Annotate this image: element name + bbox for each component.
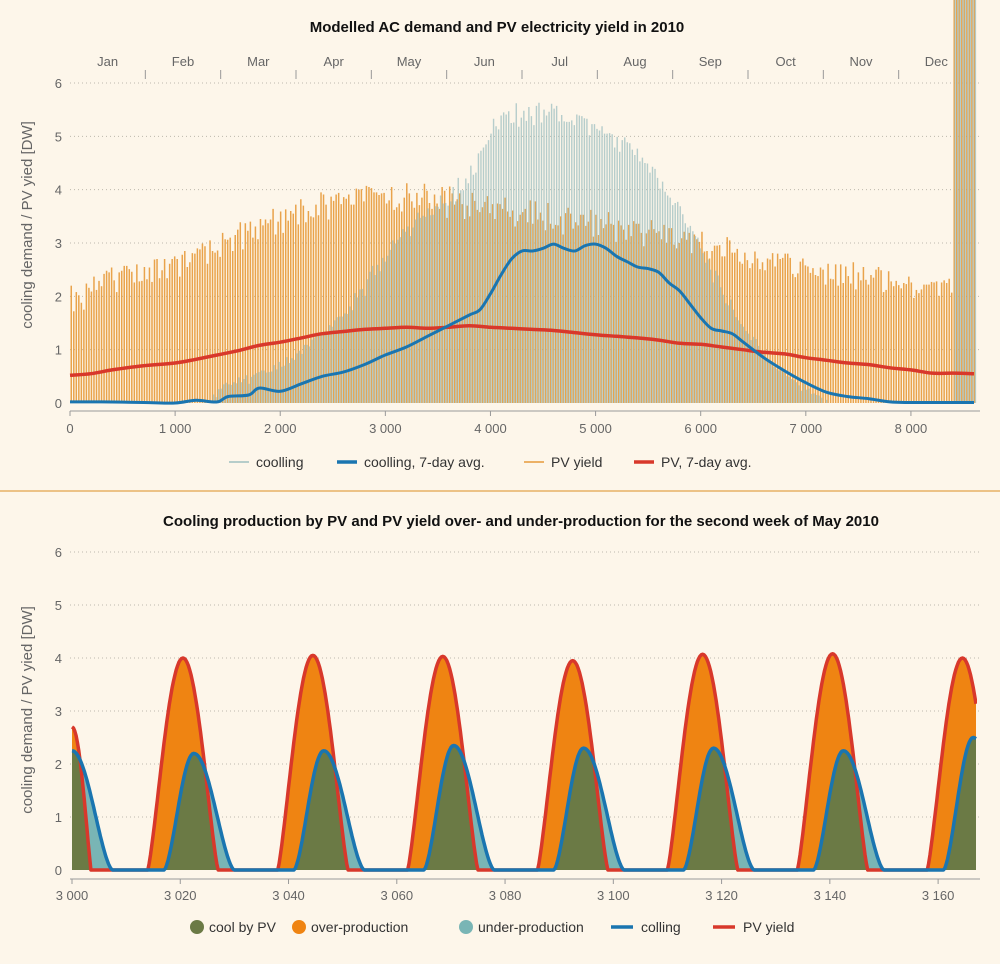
top-x-tick-label: 5 000 (579, 421, 612, 436)
top-pv-avg-line (69, 323, 975, 378)
top-cooling-bars (212, 0, 977, 403)
bottom-x-tick-label: 3 060 (381, 888, 414, 903)
bottom-legend-label: cool by PV (209, 919, 277, 935)
bottom-legend-swatch (292, 920, 306, 934)
bottom-x-tick-label: 3 120 (705, 888, 738, 903)
top-cooling-avg-line (69, 242, 974, 405)
month-label: Jun (474, 54, 495, 69)
bottom-chart-title: Cooling production by PV and PV yield ov… (163, 513, 879, 530)
top-y-tick-label: 6 (55, 76, 62, 91)
bottom-legend-label: over-production (311, 919, 408, 935)
month-label: Mar (247, 54, 270, 69)
top-y-tick-label: 1 (55, 343, 62, 358)
top-x-tick-label: 1 000 (159, 421, 192, 436)
month-label: Nov (849, 54, 873, 69)
top-x-tick-label: 3 000 (369, 421, 402, 436)
bottom-legend-label: colling (641, 919, 681, 935)
bottom-x-tick-label: 3 080 (489, 888, 522, 903)
bottom-x-tick-label: 3 140 (814, 888, 847, 903)
bottom-y-tick-label: 4 (55, 651, 62, 666)
bottom-y-tick-label: 1 (55, 810, 62, 825)
bottom-x-tick-label: 3 040 (272, 888, 305, 903)
bottom-legend-swatch (190, 920, 204, 934)
bottom-plot-area (70, 652, 977, 872)
top-legend-label: coolling, 7-day avg. (364, 454, 485, 470)
month-label: May (397, 54, 422, 69)
top-x-tick-label: 8 000 (895, 421, 928, 436)
month-label: Feb (172, 54, 194, 69)
top-y-tick-label: 4 (55, 183, 62, 198)
cooling-line (71, 735, 977, 872)
month-label: Oct (776, 54, 797, 69)
bottom-x-tick-label: 3 020 (164, 888, 197, 903)
top-legend-label: coolling (256, 454, 303, 470)
month-label: Jan (97, 54, 118, 69)
month-label: Aug (623, 54, 646, 69)
top-y-axis-label: cooling demand / PV yied [DW] (19, 121, 36, 329)
top-month-axis: Jan Feb Mar Apr May Jun Jul Aug Sep Oct Nov Dec (97, 54, 948, 79)
over-production-area (72, 653, 976, 870)
bottom-x-tick-label: 3 160 (922, 888, 955, 903)
bottom-y-tick-label: 5 (55, 598, 62, 613)
top-legend-label: PV, 7-day avg. (661, 454, 752, 470)
top-x-tick-label: 4 000 (474, 421, 507, 436)
bottom-y-tick-label: 0 (55, 863, 62, 878)
top-y-tick-label: 2 (55, 289, 62, 304)
month-label: Apr (324, 54, 345, 69)
top-legend-label: PV yield (551, 454, 602, 470)
top-x-tick-label: 2 000 (264, 421, 297, 436)
bottom-y-axis-label: cooling demand / PV yied [DW] (19, 606, 36, 814)
month-label: Dec (925, 54, 949, 69)
bottom-x-tick-label: 3 100 (597, 888, 630, 903)
top-y-tick-label: 0 (55, 396, 62, 411)
top-y-tick-label: 5 (55, 129, 62, 144)
top-y-tick-label: 3 (55, 236, 62, 251)
top-legend: coolling coolling, 7-day avg. PV yield PV, … (229, 454, 752, 470)
top-pv-yield-bars (70, 0, 976, 403)
month-label: Jul (551, 54, 568, 69)
bottom-y-tick-label: 6 (55, 545, 62, 560)
bottom-legend: cool by PV over-production under-productio… (190, 919, 794, 935)
bottom-y-tick-label: 2 (55, 757, 62, 772)
top-axes: 0 1 000 2 000 3 000 4 000 5 000 6 000 7 000 8 00… (55, 76, 980, 436)
bottom-legend-swatch (459, 920, 473, 934)
top-x-tick-label: 6 000 (684, 421, 717, 436)
month-label: Sep (699, 54, 722, 69)
bottom-y-tick-label: 3 (55, 704, 62, 719)
top-x-tick-label: 0 (66, 421, 73, 436)
top-x-tick-label: 7 000 (790, 421, 823, 436)
bottom-x-tick-label: 3 000 (56, 888, 89, 903)
bottom-legend-label: under-production (478, 919, 584, 935)
top-chart-title: Modelled AC demand and PV electricity yi… (310, 19, 685, 36)
bottom-legend-label: PV yield (743, 919, 794, 935)
bottom-axes: 3 000 3 020 3 040 3 060 3 080 3 100 3 120 3 140… (55, 545, 980, 903)
